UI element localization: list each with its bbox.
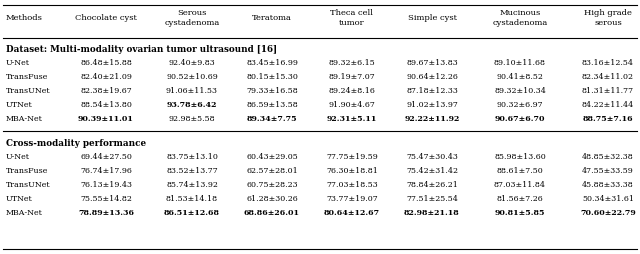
- Text: Teratoma: Teratoma: [252, 14, 292, 22]
- Text: 90.41±8.52: 90.41±8.52: [497, 73, 543, 81]
- Text: 89.24±8.16: 89.24±8.16: [328, 87, 376, 95]
- Text: 76.30±18.81: 76.30±18.81: [326, 167, 378, 175]
- Text: U-Net: U-Net: [6, 153, 30, 161]
- Text: TransFuse: TransFuse: [6, 167, 49, 175]
- Text: 91.02±13.97: 91.02±13.97: [406, 101, 458, 109]
- Text: 77.75±19.59: 77.75±19.59: [326, 153, 378, 161]
- Text: Simple cyst: Simple cyst: [408, 14, 456, 22]
- Text: Chocolate cyst: Chocolate cyst: [75, 14, 137, 22]
- Text: 88.75±7.16: 88.75±7.16: [582, 115, 634, 123]
- Text: 80.64±12.67: 80.64±12.67: [324, 209, 380, 217]
- Text: 77.03±18.53: 77.03±18.53: [326, 181, 378, 189]
- Text: 62.57±28.01: 62.57±28.01: [246, 167, 298, 175]
- Text: 79.33±16.58: 79.33±16.58: [246, 87, 298, 95]
- Text: 87.03±11.84: 87.03±11.84: [494, 181, 546, 189]
- Text: 87.18±12.33: 87.18±12.33: [406, 87, 458, 95]
- Text: 81.56±7.26: 81.56±7.26: [497, 195, 543, 203]
- Text: 89.32±6.15: 89.32±6.15: [328, 59, 376, 67]
- Text: 86.51±12.68: 86.51±12.68: [164, 209, 220, 217]
- Text: TransFuse: TransFuse: [6, 73, 49, 81]
- Text: 86.48±15.88: 86.48±15.88: [80, 59, 132, 67]
- Text: 75.55±14.82: 75.55±14.82: [80, 195, 132, 203]
- Text: 77.51±25.54: 77.51±25.54: [406, 195, 458, 203]
- Text: 92.40±9.83: 92.40±9.83: [168, 59, 216, 67]
- Text: 70.60±22.79: 70.60±22.79: [580, 209, 636, 217]
- Text: 85.98±13.60: 85.98±13.60: [494, 153, 546, 161]
- Text: Serous
cystadenoma: Serous cystadenoma: [164, 9, 220, 27]
- Text: U-Net: U-Net: [6, 59, 30, 67]
- Text: Theca cell
tumor: Theca cell tumor: [330, 9, 374, 27]
- Text: 75.47±30.43: 75.47±30.43: [406, 153, 458, 161]
- Text: 88.61±7.50: 88.61±7.50: [497, 167, 543, 175]
- Text: 90.32±6.97: 90.32±6.97: [497, 101, 543, 109]
- Text: 75.42±31.42: 75.42±31.42: [406, 167, 458, 175]
- Text: 89.19±7.07: 89.19±7.07: [328, 73, 376, 81]
- Text: 60.75±28.23: 60.75±28.23: [246, 181, 298, 189]
- Text: 50.34±31.61: 50.34±31.61: [582, 195, 634, 203]
- Text: 90.81±5.85: 90.81±5.85: [495, 209, 545, 217]
- Text: 83.45±16.99: 83.45±16.99: [246, 59, 298, 67]
- Text: 81.31±11.77: 81.31±11.77: [582, 87, 634, 95]
- Text: 82.38±19.67: 82.38±19.67: [80, 87, 132, 95]
- Text: 82.40±21.09: 82.40±21.09: [80, 73, 132, 81]
- Text: 91.06±11.53: 91.06±11.53: [166, 87, 218, 95]
- Text: 93.78±6.42: 93.78±6.42: [167, 101, 217, 109]
- Text: 76.74±17.96: 76.74±17.96: [80, 167, 132, 175]
- Text: High grade
serous: High grade serous: [584, 9, 632, 27]
- Text: 68.86±26.01: 68.86±26.01: [244, 209, 300, 217]
- Text: 61.28±30.26: 61.28±30.26: [246, 195, 298, 203]
- Text: 80.15±15.30: 80.15±15.30: [246, 73, 298, 81]
- Text: 78.84±26.21: 78.84±26.21: [406, 181, 458, 189]
- Text: 86.59±13.58: 86.59±13.58: [246, 101, 298, 109]
- Text: 76.13±19.43: 76.13±19.43: [80, 181, 132, 189]
- Text: 48.85±32.38: 48.85±32.38: [582, 153, 634, 161]
- Text: Methods: Methods: [6, 14, 43, 22]
- Text: 85.74±13.92: 85.74±13.92: [166, 181, 218, 189]
- Text: 92.31±5.11: 92.31±5.11: [327, 115, 377, 123]
- Text: UTNet: UTNet: [6, 101, 33, 109]
- Text: 81.53±14.18: 81.53±14.18: [166, 195, 218, 203]
- Text: Cross-modality performance: Cross-modality performance: [6, 138, 146, 148]
- Text: 90.67±6.70: 90.67±6.70: [495, 115, 545, 123]
- Text: MBA-Net: MBA-Net: [6, 209, 43, 217]
- Text: 89.34±7.75: 89.34±7.75: [246, 115, 298, 123]
- Text: 82.34±11.02: 82.34±11.02: [582, 73, 634, 81]
- Text: 83.52±13.77: 83.52±13.77: [166, 167, 218, 175]
- Text: 83.16±12.54: 83.16±12.54: [582, 59, 634, 67]
- Text: 90.39±11.01: 90.39±11.01: [78, 115, 134, 123]
- Text: 90.52±10.69: 90.52±10.69: [166, 73, 218, 81]
- Text: 60.43±29.05: 60.43±29.05: [246, 153, 298, 161]
- Text: 47.55±33.59: 47.55±33.59: [582, 167, 634, 175]
- Text: Dataset: Multi-modality ovarian tumor ultrasound [16]: Dataset: Multi-modality ovarian tumor ul…: [6, 45, 277, 55]
- Text: UTNet: UTNet: [6, 195, 33, 203]
- Text: 89.10±11.68: 89.10±11.68: [494, 59, 546, 67]
- Text: 88.54±13.80: 88.54±13.80: [80, 101, 132, 109]
- Text: 90.64±12.26: 90.64±12.26: [406, 73, 458, 81]
- Text: 89.32±10.34: 89.32±10.34: [494, 87, 546, 95]
- Text: 84.22±11.44: 84.22±11.44: [582, 101, 634, 109]
- Text: 73.77±19.07: 73.77±19.07: [326, 195, 378, 203]
- Text: 92.98±5.58: 92.98±5.58: [169, 115, 215, 123]
- Text: 92.22±11.92: 92.22±11.92: [404, 115, 460, 123]
- Text: 89.67±13.83: 89.67±13.83: [406, 59, 458, 67]
- Text: 91.90±4.67: 91.90±4.67: [328, 101, 376, 109]
- Text: Mucinous
cystadenoma: Mucinous cystadenoma: [492, 9, 548, 27]
- Text: 45.88±33.38: 45.88±33.38: [582, 181, 634, 189]
- Text: 83.75±13.10: 83.75±13.10: [166, 153, 218, 161]
- Text: 82.98±21.18: 82.98±21.18: [404, 209, 460, 217]
- Text: 69.44±27.50: 69.44±27.50: [80, 153, 132, 161]
- Text: TransUNet: TransUNet: [6, 181, 51, 189]
- Text: MBA-Net: MBA-Net: [6, 115, 43, 123]
- Text: 78.89±13.36: 78.89±13.36: [78, 209, 134, 217]
- Text: TransUNet: TransUNet: [6, 87, 51, 95]
